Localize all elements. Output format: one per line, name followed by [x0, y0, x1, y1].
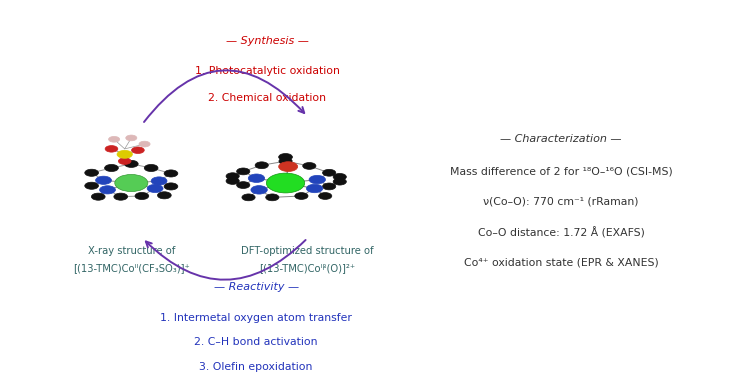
- Circle shape: [295, 192, 308, 199]
- Circle shape: [266, 173, 305, 193]
- Text: X-ray structure of: X-ray structure of: [87, 246, 175, 256]
- Circle shape: [248, 174, 265, 182]
- Text: DFT-optimized structure of: DFT-optimized structure of: [241, 246, 374, 256]
- Circle shape: [85, 182, 98, 189]
- Circle shape: [114, 193, 127, 200]
- Circle shape: [237, 182, 250, 189]
- Text: Co–O distance: 1.72 Å (EXAFS): Co–O distance: 1.72 Å (EXAFS): [477, 227, 645, 238]
- Circle shape: [251, 186, 267, 194]
- Text: 2. C–H bond activation: 2. C–H bond activation: [195, 337, 318, 347]
- Circle shape: [85, 169, 98, 176]
- Circle shape: [135, 192, 149, 199]
- Circle shape: [279, 162, 297, 172]
- Circle shape: [226, 177, 239, 184]
- Circle shape: [147, 184, 163, 192]
- Circle shape: [255, 162, 269, 169]
- Circle shape: [95, 176, 112, 184]
- Circle shape: [266, 194, 279, 201]
- Circle shape: [144, 164, 158, 172]
- Circle shape: [323, 183, 336, 190]
- Circle shape: [242, 194, 255, 201]
- Circle shape: [126, 135, 137, 141]
- Circle shape: [118, 158, 131, 164]
- Text: [(13-TMC)Coᴵᴵ(CF₃SO₃)]⁺: [(13-TMC)Coᴵᴵ(CF₃SO₃)]⁺: [73, 263, 189, 273]
- Circle shape: [91, 193, 105, 200]
- Circle shape: [109, 136, 120, 142]
- Circle shape: [139, 141, 150, 147]
- Text: [(13-TMC)Coᴵᵝ(O)]²⁺: [(13-TMC)Coᴵᵝ(O)]²⁺: [260, 263, 356, 273]
- Text: 1. Photocatalytic oxidation: 1. Photocatalytic oxidation: [195, 66, 340, 76]
- Circle shape: [237, 168, 250, 175]
- Circle shape: [333, 174, 346, 180]
- Circle shape: [115, 174, 148, 192]
- Circle shape: [279, 154, 292, 161]
- Circle shape: [164, 170, 178, 177]
- Text: Mass difference of 2 for ¹⁸O–¹⁶O (CSI-MS): Mass difference of 2 for ¹⁸O–¹⁶O (CSI-MS…: [450, 167, 673, 177]
- Circle shape: [333, 178, 346, 185]
- Text: 3. Olefin epoxidation: 3. Olefin epoxidation: [200, 362, 313, 372]
- Circle shape: [323, 169, 336, 176]
- Circle shape: [151, 177, 167, 185]
- Circle shape: [303, 162, 316, 169]
- Circle shape: [105, 146, 118, 152]
- Circle shape: [124, 160, 138, 167]
- Text: 1. Intermetal oxygen atom transfer: 1. Intermetal oxygen atom transfer: [161, 313, 352, 323]
- Circle shape: [100, 186, 115, 194]
- Circle shape: [158, 192, 171, 199]
- Circle shape: [104, 164, 118, 172]
- Circle shape: [164, 183, 178, 190]
- Circle shape: [309, 175, 326, 184]
- Text: 2. Chemical oxidation: 2. Chemical oxidation: [208, 93, 326, 103]
- Circle shape: [306, 184, 323, 193]
- Circle shape: [226, 173, 239, 179]
- Circle shape: [279, 158, 292, 164]
- Circle shape: [319, 192, 332, 199]
- Circle shape: [117, 151, 132, 158]
- Text: — Reactivity —: — Reactivity —: [214, 282, 299, 292]
- Text: Co⁴⁺ oxidation state (EPR & XANES): Co⁴⁺ oxidation state (EPR & XANES): [463, 258, 659, 268]
- Text: — Synthesis —: — Synthesis —: [226, 36, 309, 46]
- Text: ν(Co–O): 770 cm⁻¹ (rRaman): ν(Co–O): 770 cm⁻¹ (rRaman): [483, 197, 639, 207]
- Circle shape: [132, 147, 144, 154]
- Text: — Characterization —: — Characterization —: [500, 134, 622, 144]
